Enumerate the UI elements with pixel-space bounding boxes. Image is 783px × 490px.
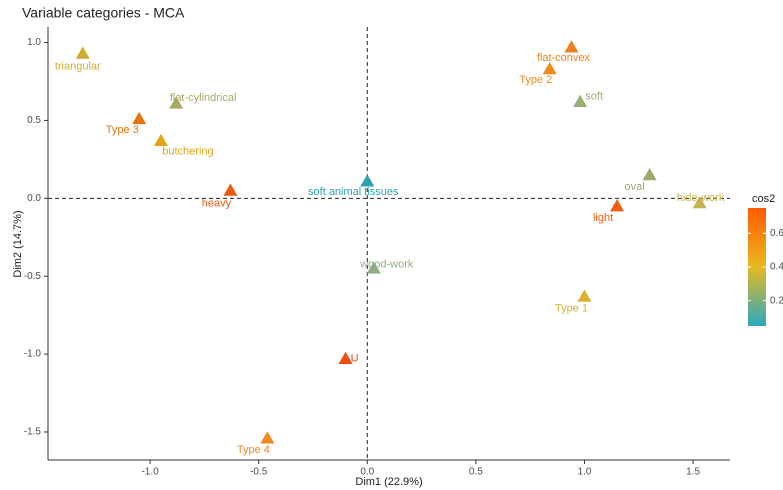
y-tick-label: -1.0	[24, 349, 42, 360]
point	[542, 62, 557, 75]
y-tick-label: 0.0	[27, 193, 41, 204]
point-label: Type 4	[237, 444, 270, 456]
point-label: light	[593, 212, 613, 224]
point-label: triangular	[55, 60, 101, 72]
colorbar-tick-label: 0.6	[770, 228, 783, 239]
point-label: flat-convex	[537, 52, 591, 64]
y-tick-label: 1.0	[27, 37, 41, 48]
point	[132, 111, 147, 125]
x-tick-label: -0.5	[250, 467, 268, 478]
point	[573, 94, 588, 108]
colorbar-tick-label: 0.2	[770, 295, 783, 306]
point-label: soft	[585, 91, 603, 103]
point	[360, 174, 375, 187]
point-label: heavy	[202, 197, 232, 209]
point-label: wood-work	[359, 258, 414, 270]
point-label: Type 1	[555, 302, 588, 314]
y-axis-label: Dim2 (14.7%)	[12, 210, 24, 277]
x-tick-label: 1.0	[578, 467, 592, 478]
point-label: U	[351, 353, 359, 365]
point-label: hide-work	[677, 192, 725, 204]
point-label: oval	[625, 181, 645, 193]
point	[692, 196, 707, 209]
point	[366, 261, 381, 274]
colorbar-tick-label: 0.4	[770, 262, 783, 273]
x-axis-label: Dim1 (22.9%)	[355, 476, 422, 488]
point	[223, 183, 238, 196]
y-tick-label: -1.5	[24, 427, 42, 438]
point-label: Type 2	[519, 74, 552, 86]
point	[75, 46, 90, 59]
legend-title: cos2	[752, 193, 775, 205]
point-label: flat-cylindrical	[170, 92, 237, 104]
chart-title: Variable categories - MCA	[22, 5, 185, 21]
point	[169, 96, 184, 109]
point-label: soft animal tissues	[308, 186, 399, 198]
point-label: butchering	[162, 146, 213, 158]
point	[610, 199, 625, 212]
point	[338, 351, 353, 365]
colorbar	[748, 208, 766, 326]
point	[153, 133, 168, 146]
point-label: Type 3	[106, 124, 139, 136]
y-tick-label: 0.5	[27, 115, 41, 126]
x-tick-label: 0.5	[469, 467, 483, 478]
x-tick-label: -1.0	[141, 467, 159, 478]
point	[260, 431, 275, 444]
point	[642, 167, 657, 181]
point	[564, 40, 579, 53]
x-tick-label: 0.0	[360, 467, 374, 478]
y-tick-label: -0.5	[24, 271, 42, 282]
point	[577, 289, 592, 302]
x-tick-label: 1.5	[686, 467, 700, 478]
